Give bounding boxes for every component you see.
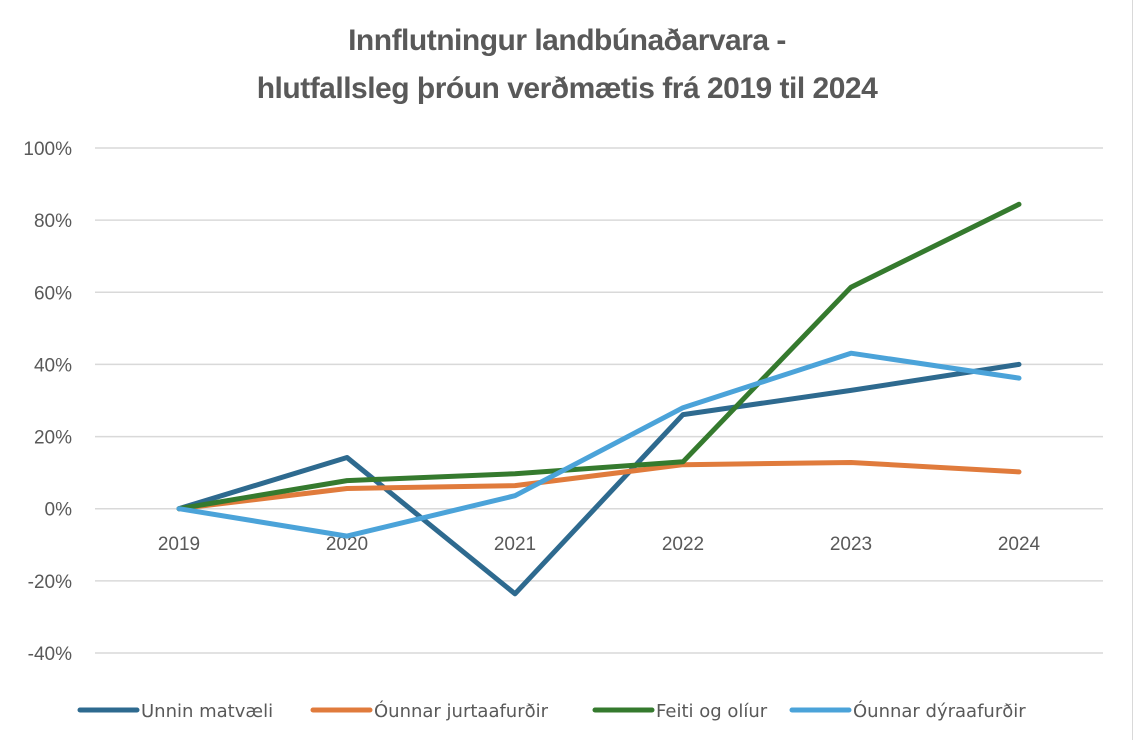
y-axis-ticks: 100% 80% 60% 40% 20% 0% -20% -40%: [23, 139, 72, 665]
series-line-1: [176, 361, 1022, 597]
y-tick-label: 80%: [34, 211, 72, 232]
x-tick-label: 2020: [326, 534, 368, 555]
x-tick-label: 2023: [830, 534, 872, 555]
y-tick-label: 60%: [34, 283, 72, 304]
legend-item: Feiti og olíur: [592, 701, 768, 722]
legend-label: Feiti og olíur: [656, 701, 768, 722]
x-tick-label: 2024: [998, 534, 1041, 555]
x-axis-ticks: 2019 2020 2021 2022 2023 2024: [158, 534, 1041, 555]
chart-title-line-1: Innflutningur landbúnaðarvara -: [348, 24, 786, 57]
x-tick-label: 2022: [662, 534, 704, 555]
y-tick-label: -40%: [28, 644, 72, 665]
legend-item: Óunnar jurtaafurðir: [310, 700, 549, 722]
legend: Unnin matvæli Óunnar jurtaafurðir Feiti og…: [77, 700, 1026, 722]
gridlines: [95, 147, 1103, 654]
series-line-4: [176, 350, 1022, 539]
series-line-3: [176, 201, 1022, 512]
legend-label: Óunnar jurtaafurðir: [374, 700, 549, 722]
series-lines: [176, 201, 1022, 597]
y-tick-label: 20%: [34, 428, 72, 449]
legend-label: Óunnar dýraafurðir: [853, 700, 1026, 722]
y-tick-label: -20%: [28, 572, 72, 593]
y-tick-label: 0%: [45, 500, 73, 521]
legend-label: Unnin matvæli: [141, 701, 273, 722]
y-tick-label: 40%: [34, 355, 72, 376]
legend-item: Óunnar dýraafurðir: [789, 700, 1026, 722]
y-tick-label: 100%: [23, 139, 72, 160]
x-tick-label: 2019: [158, 534, 200, 555]
x-tick-label: 2021: [494, 534, 536, 555]
series-line-2: [176, 460, 1022, 512]
legend-item: Unnin matvæli: [77, 701, 273, 722]
chart-title-line-2: hlutfallsleg þróun verðmætis frá 2019 ti…: [256, 72, 878, 105]
